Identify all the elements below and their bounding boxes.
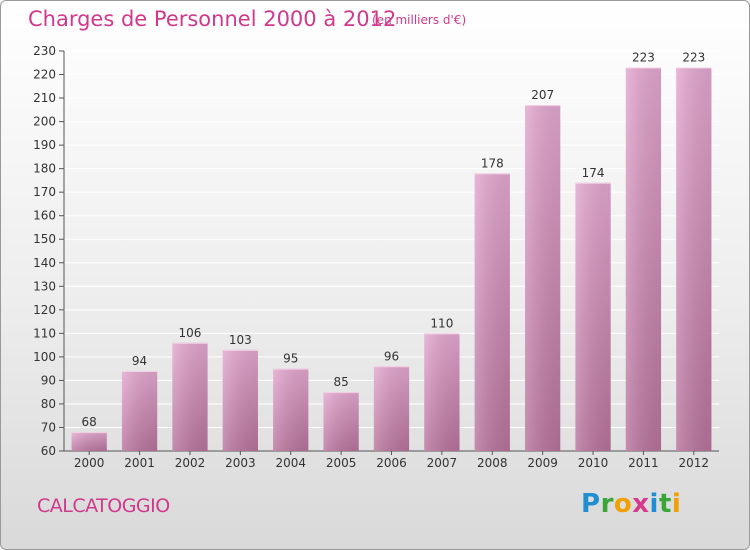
logo-letter: r xyxy=(600,489,614,519)
y-tick-label: 200 xyxy=(33,115,56,129)
proxiti-logo: Proxiti xyxy=(581,489,681,519)
data-label: 85 xyxy=(333,375,348,389)
y-tick-label: 140 xyxy=(33,256,56,270)
x-tick-label: 2004 xyxy=(275,456,306,470)
bar-shade xyxy=(273,368,309,451)
logo-letter: o xyxy=(613,489,633,519)
data-label: 223 xyxy=(632,50,655,64)
data-label: 174 xyxy=(582,166,605,180)
y-tick-label: 180 xyxy=(33,162,56,176)
x-tick-label: 2005 xyxy=(326,456,357,470)
x-tick-label: 2002 xyxy=(175,456,206,470)
x-tick-label: 2012 xyxy=(679,456,710,470)
bar-shade xyxy=(121,371,158,451)
y-tick-label: 230 xyxy=(33,44,56,58)
bar-shade xyxy=(575,182,611,451)
logo-letter: i xyxy=(649,489,659,519)
data-label: 96 xyxy=(384,349,399,363)
y-tick-label: 220 xyxy=(33,68,56,82)
x-tick-label: 2010 xyxy=(578,456,609,470)
bar-shade xyxy=(172,342,208,451)
data-label: 106 xyxy=(179,326,202,340)
y-tick-label: 90 xyxy=(41,373,56,387)
logo-letter: t xyxy=(658,489,672,519)
unit-note: (en milliers d'€) xyxy=(372,13,467,27)
bar-shade xyxy=(424,333,460,451)
logo-letter: x xyxy=(632,489,650,519)
data-label: 95 xyxy=(283,352,298,366)
logo-letter: P xyxy=(581,489,601,519)
y-tick-label: 160 xyxy=(33,209,56,223)
bar-shade xyxy=(323,392,359,451)
bar-shade xyxy=(222,349,258,451)
x-tick-label: 2001 xyxy=(124,456,155,470)
bar-shade xyxy=(676,67,712,452)
y-tick-label: 60 xyxy=(41,444,56,458)
data-label: 110 xyxy=(430,316,453,330)
y-tick-label: 170 xyxy=(33,185,56,199)
bar-shade xyxy=(525,105,561,451)
data-label: 103 xyxy=(229,333,252,347)
commune-name: CALCATOGGIO xyxy=(37,495,170,517)
logo-letter: i xyxy=(671,489,682,519)
data-label: 94 xyxy=(132,354,147,368)
y-tick-label: 110 xyxy=(33,326,56,340)
data-label: 68 xyxy=(82,415,97,429)
data-label: 223 xyxy=(682,50,705,64)
x-tick-label: 2003 xyxy=(225,456,256,470)
y-tick-label: 80 xyxy=(41,397,56,411)
x-tick-label: 2006 xyxy=(376,456,407,470)
y-tick-label: 190 xyxy=(33,138,56,152)
data-label: 178 xyxy=(481,156,504,170)
y-tick-label: 70 xyxy=(41,420,56,434)
bar-shade xyxy=(71,432,107,451)
y-tick-label: 150 xyxy=(33,232,56,246)
y-tick-label: 210 xyxy=(33,91,56,105)
y-tick-label: 100 xyxy=(33,350,56,364)
bar-shade xyxy=(474,173,510,451)
x-tick-label: 2008 xyxy=(477,456,508,470)
x-tick-label: 2009 xyxy=(527,456,558,470)
bar-shade xyxy=(625,67,662,452)
chart-title: Charges de Personnel 2000 à 2012 xyxy=(28,7,397,31)
x-tick-label: 2007 xyxy=(427,456,458,470)
y-tick-label: 130 xyxy=(33,279,56,293)
x-tick-label: 2011 xyxy=(628,456,659,470)
bar-shade xyxy=(373,366,410,451)
data-label: 207 xyxy=(531,88,554,102)
y-tick-label: 120 xyxy=(33,303,56,317)
x-tick-label: 2000 xyxy=(74,456,105,470)
